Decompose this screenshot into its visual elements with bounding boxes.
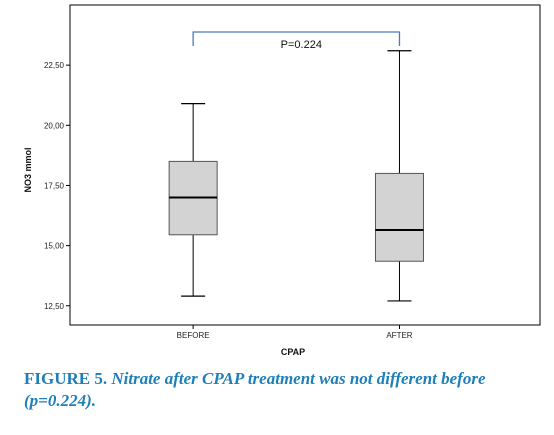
plot-frame xyxy=(69,4,541,326)
y-tick-label: 12,50 xyxy=(44,302,65,311)
significance-bracket xyxy=(192,31,401,46)
x-axis-title: CPAP xyxy=(281,347,305,357)
iqr-box xyxy=(374,172,424,262)
box-before xyxy=(168,103,218,297)
y-tick-label: 15,00 xyxy=(44,242,65,251)
figure-caption: FIGURE 5. Nitrate after CPAP treatment w… xyxy=(24,368,534,412)
figure-caption-label: FIGURE 5. xyxy=(24,369,108,388)
boxes xyxy=(168,50,424,302)
y-tick-label: 22,50 xyxy=(44,61,65,70)
y-axis: 12,50 15,00 17,50 20,00 22,50 xyxy=(44,61,70,311)
figure-caption-text: Nitrate after CPAP treatment was not dif… xyxy=(24,369,486,410)
significance-annotation: P=0.224 xyxy=(192,31,401,51)
p-value-label: P=0.224 xyxy=(281,39,322,51)
x-tick-label: BEFORE xyxy=(177,331,210,340)
box-after xyxy=(374,50,424,302)
y-tick-label: 17,50 xyxy=(44,181,65,190)
y-axis-title: NO3 mmol xyxy=(23,147,33,192)
x-tick-label: AFTER xyxy=(386,331,412,340)
y-tick-label: 20,00 xyxy=(44,121,65,130)
boxplot-chart: 12,50 15,00 17,50 20,00 22,50 BEFORE AFTER P=… xyxy=(23,4,541,357)
x-axis: BEFORE AFTER xyxy=(177,325,413,340)
